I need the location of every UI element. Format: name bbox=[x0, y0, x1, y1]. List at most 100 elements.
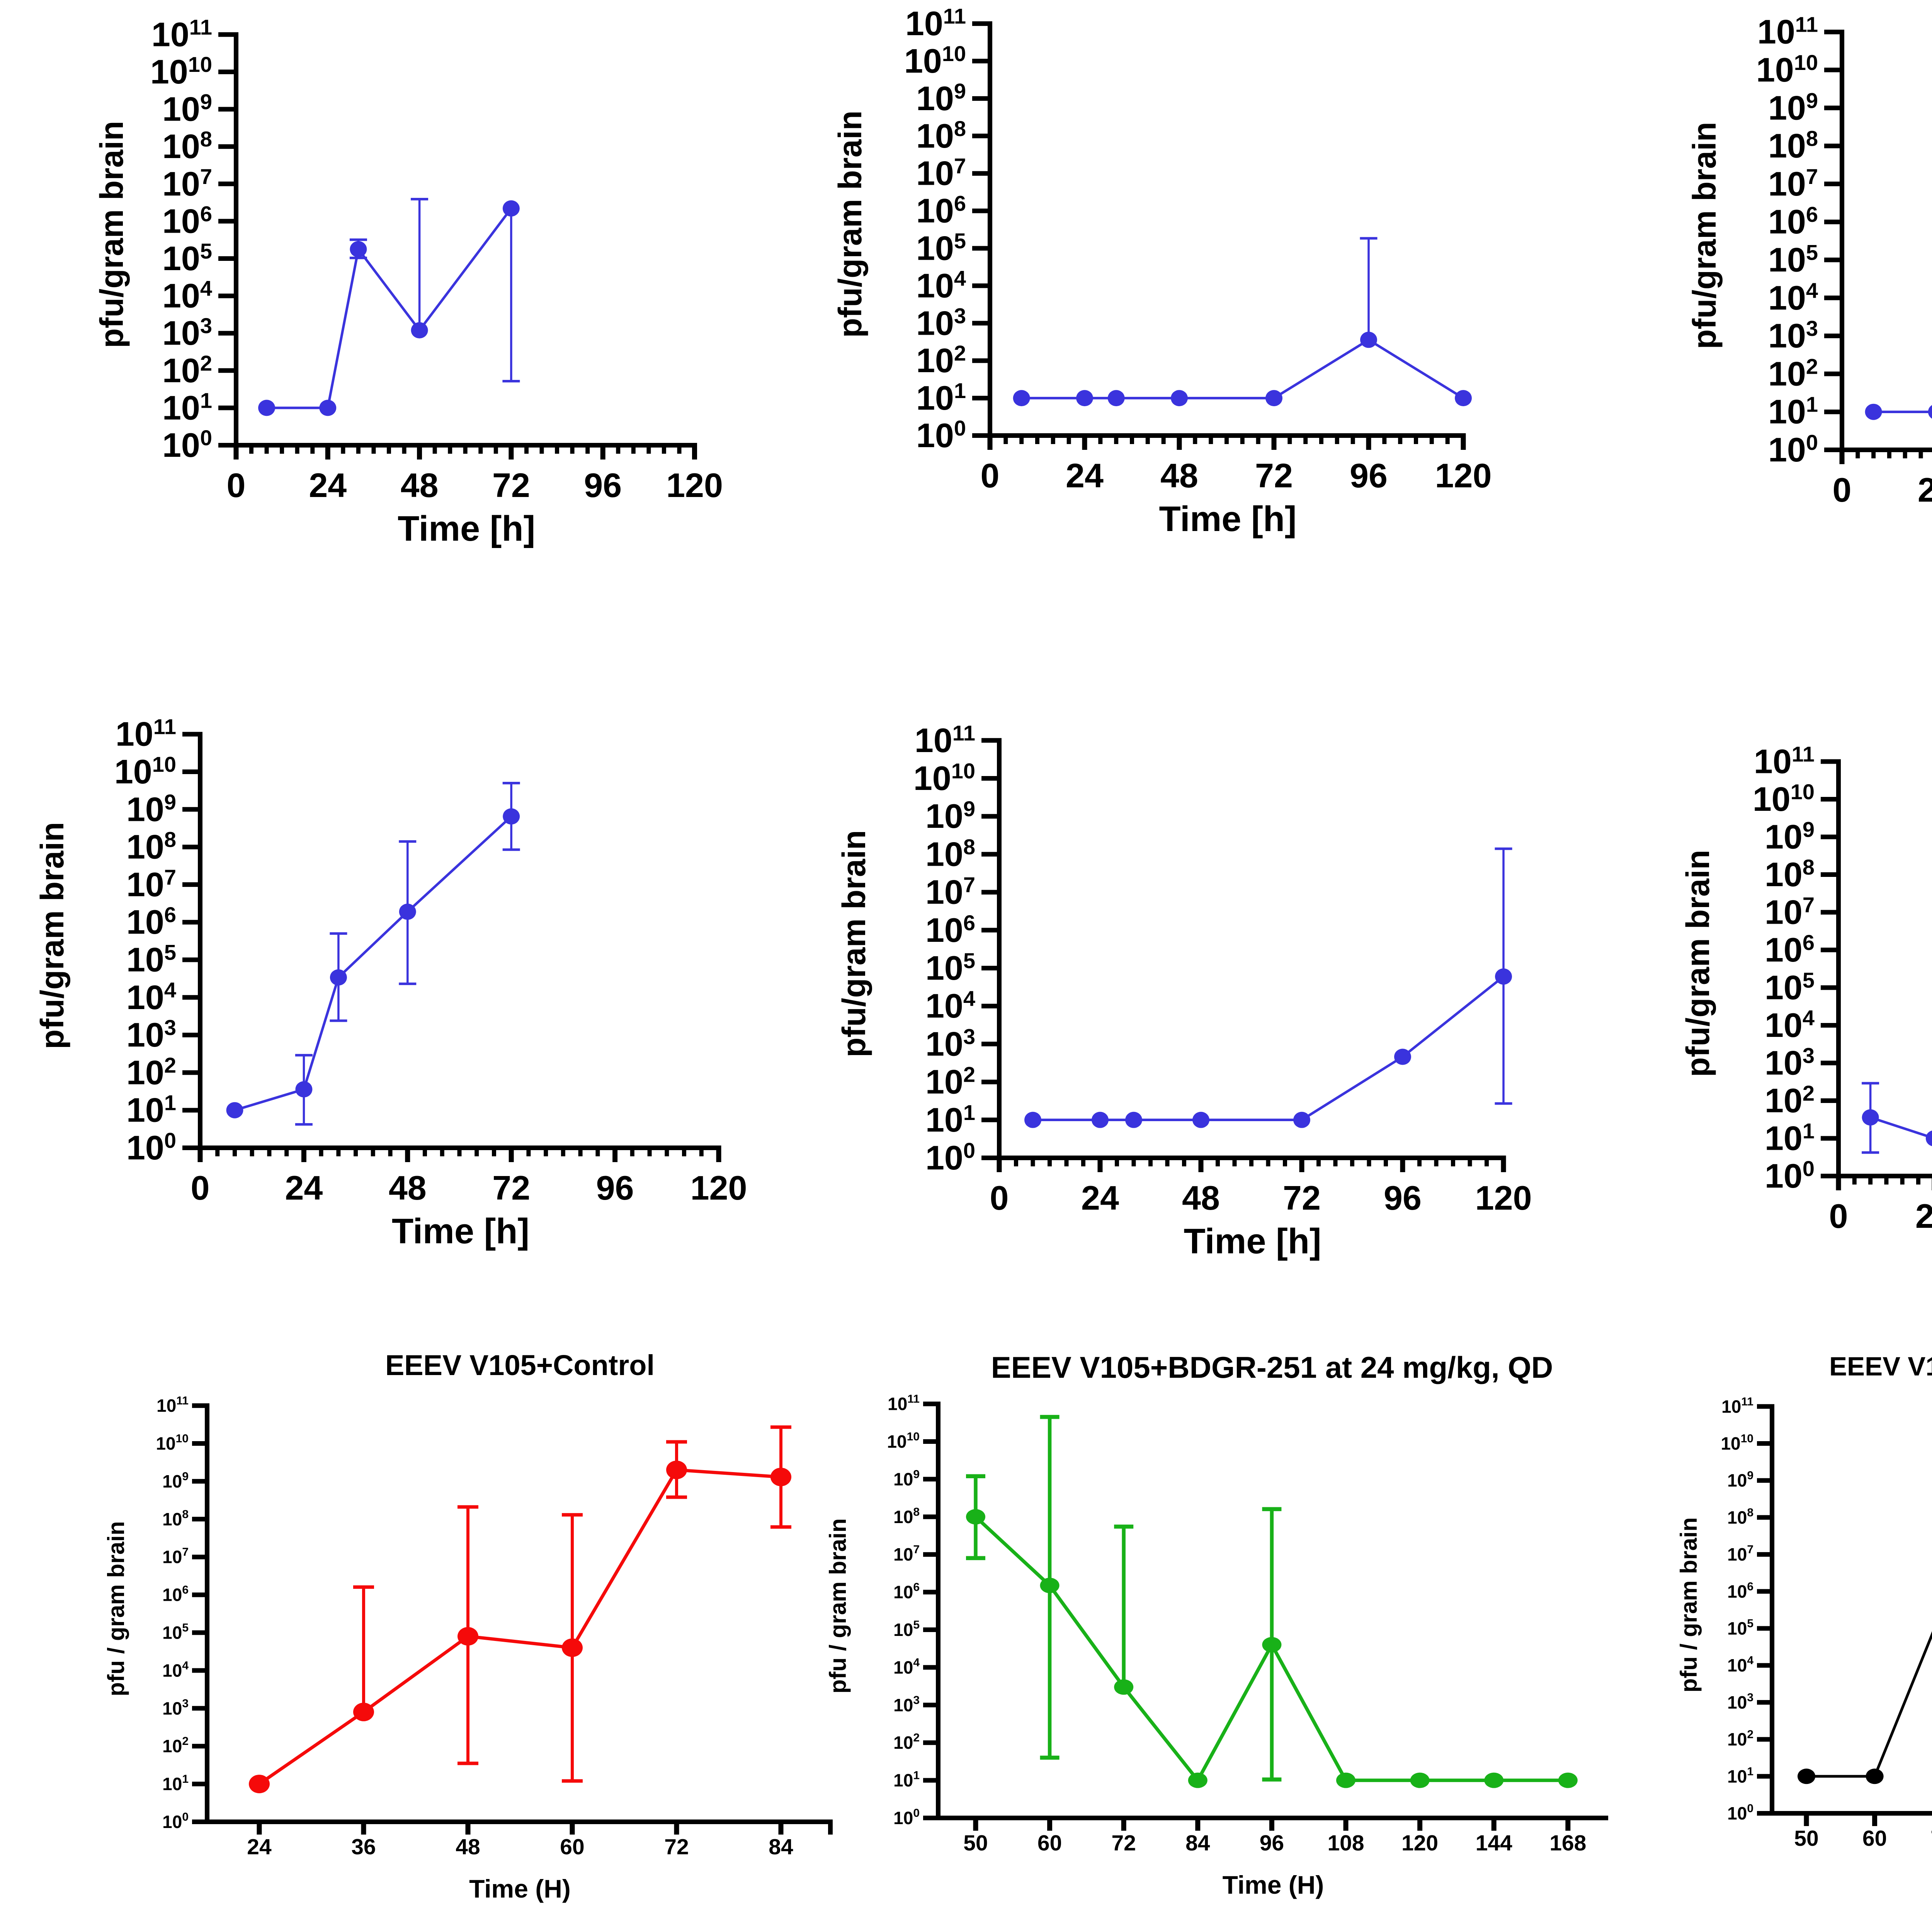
svg-text:107: 107 bbox=[925, 873, 975, 911]
svg-text:109: 109 bbox=[925, 797, 975, 835]
svg-text:105: 105 bbox=[1727, 1617, 1753, 1639]
svg-text:pfu / gram brain: pfu / gram brain bbox=[1676, 1517, 1702, 1692]
svg-text:96: 96 bbox=[1260, 1831, 1284, 1855]
svg-text:24: 24 bbox=[247, 1835, 272, 1859]
svg-text:106: 106 bbox=[925, 911, 975, 949]
svg-text:96: 96 bbox=[596, 1169, 634, 1207]
svg-text:Time [h]: Time [h] bbox=[1159, 499, 1296, 539]
svg-text:103: 103 bbox=[162, 313, 212, 352]
svg-text:120: 120 bbox=[1475, 1179, 1532, 1217]
svg-text:48: 48 bbox=[1182, 1179, 1220, 1217]
svg-text:1011: 1011 bbox=[1754, 742, 1815, 781]
svg-text:108: 108 bbox=[1327, 1831, 1364, 1855]
svg-text:109: 109 bbox=[162, 90, 212, 128]
svg-text:48: 48 bbox=[401, 466, 439, 504]
svg-text:108: 108 bbox=[1765, 855, 1815, 894]
svg-text:104: 104 bbox=[1768, 278, 1818, 317]
svg-text:107: 107 bbox=[1727, 1543, 1753, 1564]
svg-text:102: 102 bbox=[1727, 1728, 1753, 1750]
svg-text:108: 108 bbox=[1727, 1506, 1753, 1527]
svg-text:60: 60 bbox=[1037, 1831, 1062, 1855]
svg-text:EEEV V105+BDGR-251 at 24 mg/kg: EEEV V105+BDGR-251 at 24 mg/kg, QD bbox=[991, 1350, 1553, 1384]
svg-text:100: 100 bbox=[1768, 430, 1818, 469]
svg-text:102: 102 bbox=[1768, 354, 1818, 393]
svg-text:105: 105 bbox=[126, 940, 176, 979]
svg-text:0: 0 bbox=[990, 1179, 1009, 1217]
svg-text:24: 24 bbox=[309, 466, 347, 504]
svg-text:105: 105 bbox=[1768, 240, 1818, 279]
svg-text:100: 100 bbox=[1765, 1156, 1815, 1195]
svg-text:102: 102 bbox=[925, 1062, 975, 1101]
svg-text:72: 72 bbox=[1111, 1831, 1136, 1855]
svg-text:48: 48 bbox=[1160, 456, 1198, 495]
svg-text:120: 120 bbox=[666, 466, 723, 504]
svg-text:120: 120 bbox=[1435, 456, 1492, 495]
svg-text:1010: 1010 bbox=[1756, 50, 1818, 89]
svg-text:107: 107 bbox=[1768, 164, 1818, 203]
svg-text:96: 96 bbox=[584, 466, 622, 504]
svg-text:1011: 1011 bbox=[151, 15, 212, 53]
svg-text:0: 0 bbox=[1829, 1197, 1848, 1235]
svg-text:48: 48 bbox=[456, 1835, 480, 1859]
svg-text:EEEV V105+BDGR-251 at 12 mg/kg: EEEV V105+BDGR-251 at 12 mg/kg, BID bbox=[1829, 1351, 1932, 1381]
svg-text:109: 109 bbox=[1765, 817, 1815, 856]
svg-text:103: 103 bbox=[162, 1697, 189, 1718]
svg-text:106: 106 bbox=[162, 201, 212, 240]
svg-text:107: 107 bbox=[1765, 893, 1815, 931]
svg-text:105: 105 bbox=[162, 239, 212, 277]
svg-text:100: 100 bbox=[162, 426, 212, 464]
svg-text:24: 24 bbox=[1081, 1179, 1119, 1217]
svg-text:1011: 1011 bbox=[116, 715, 176, 753]
svg-text:48: 48 bbox=[389, 1169, 427, 1207]
svg-text:1010: 1010 bbox=[1721, 1432, 1753, 1454]
svg-text:106: 106 bbox=[1765, 930, 1815, 969]
svg-text:102: 102 bbox=[162, 351, 212, 390]
svg-text:24: 24 bbox=[1915, 1197, 1932, 1235]
svg-text:109: 109 bbox=[916, 79, 966, 117]
svg-text:50: 50 bbox=[963, 1831, 988, 1855]
svg-text:108: 108 bbox=[1768, 126, 1818, 165]
svg-text:106: 106 bbox=[1768, 202, 1818, 241]
svg-text:107: 107 bbox=[162, 1546, 189, 1567]
svg-text:24: 24 bbox=[1918, 471, 1932, 509]
svg-text:1010: 1010 bbox=[887, 1430, 920, 1452]
svg-text:105: 105 bbox=[893, 1619, 920, 1640]
svg-text:108: 108 bbox=[162, 127, 212, 165]
svg-text:1011: 1011 bbox=[915, 721, 975, 759]
svg-text:24: 24 bbox=[1066, 456, 1104, 495]
svg-text:100: 100 bbox=[925, 1138, 975, 1177]
svg-text:109: 109 bbox=[126, 790, 176, 828]
svg-text:109: 109 bbox=[1768, 88, 1818, 127]
svg-text:108: 108 bbox=[126, 827, 176, 866]
svg-text:1010: 1010 bbox=[150, 52, 212, 91]
svg-text:pfu / gram brain: pfu / gram brain bbox=[103, 1521, 129, 1696]
svg-text:105: 105 bbox=[162, 1622, 189, 1643]
svg-text:101: 101 bbox=[1768, 392, 1818, 431]
svg-text:EEEV V105+Control: EEEV V105+Control bbox=[385, 1349, 655, 1381]
svg-text:Time [h]: Time [h] bbox=[392, 1212, 529, 1251]
svg-text:pfu/gram brain: pfu/gram brain bbox=[836, 830, 872, 1057]
svg-text:96: 96 bbox=[1384, 1179, 1422, 1217]
svg-text:104: 104 bbox=[893, 1656, 920, 1677]
svg-text:84: 84 bbox=[769, 1835, 793, 1859]
svg-text:1010: 1010 bbox=[114, 752, 176, 791]
svg-text:105: 105 bbox=[916, 229, 966, 267]
svg-text:1010: 1010 bbox=[156, 1432, 189, 1454]
svg-text:0: 0 bbox=[227, 466, 246, 504]
svg-text:108: 108 bbox=[916, 116, 966, 155]
svg-text:pfu / gram brain: pfu / gram brain bbox=[825, 1518, 851, 1694]
svg-text:pfu/gram brain: pfu/gram brain bbox=[1680, 850, 1716, 1077]
svg-text:101: 101 bbox=[162, 1773, 189, 1794]
svg-text:101: 101 bbox=[893, 1769, 920, 1791]
svg-text:102: 102 bbox=[162, 1735, 189, 1756]
svg-text:102: 102 bbox=[893, 1731, 920, 1753]
svg-text:50: 50 bbox=[1794, 1826, 1818, 1851]
svg-text:109: 109 bbox=[1727, 1469, 1753, 1491]
svg-text:101: 101 bbox=[162, 388, 212, 427]
svg-text:1011: 1011 bbox=[1721, 1395, 1753, 1416]
svg-text:100: 100 bbox=[1727, 1802, 1753, 1823]
svg-text:pfu/gram brain: pfu/gram brain bbox=[94, 121, 130, 348]
svg-text:104: 104 bbox=[1727, 1654, 1753, 1675]
svg-text:1010: 1010 bbox=[913, 759, 975, 797]
svg-text:96: 96 bbox=[1350, 456, 1388, 495]
